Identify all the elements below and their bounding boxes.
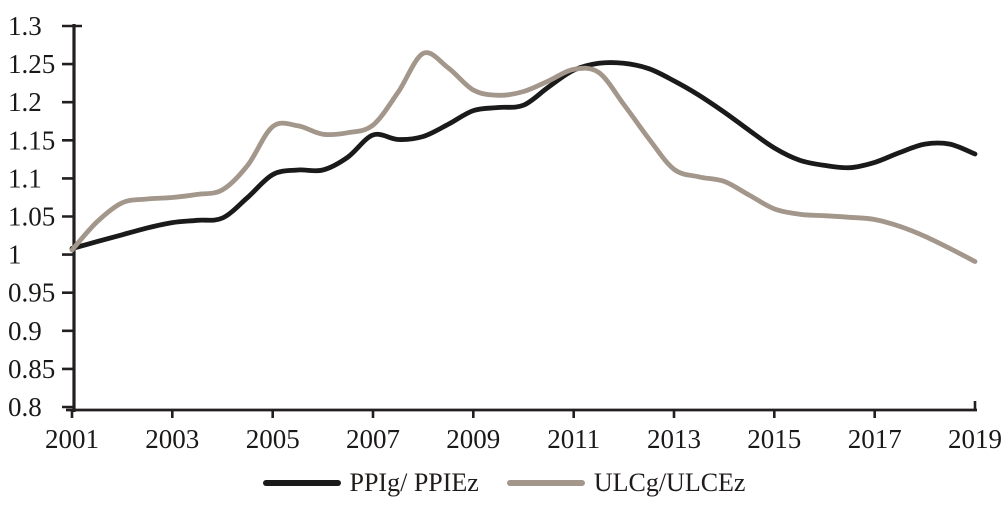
- x-tick-label: 2005: [246, 424, 300, 454]
- y-tick-label: 1.15: [8, 125, 55, 155]
- legend-item-ppi: PPIg/ PPIEz: [262, 468, 479, 497]
- x-tick-label: 2001: [45, 424, 99, 454]
- x-tick-label: 2007: [346, 424, 400, 454]
- series-line-ppi: [69, 60, 978, 251]
- y-axis: 1.3 1.25 1.2 1.15 1.1 1.05 1 0.95 0.9 0.85 0.8: [8, 11, 82, 422]
- y-tick-label: 1.3: [8, 11, 42, 41]
- y-tick-label: 1.1: [8, 163, 42, 193]
- legend-swatch-ulc-icon: [506, 480, 585, 486]
- y-tick-label: 1: [8, 240, 22, 270]
- x-axis: 2001 2003 2005 2007 2009 2011 2013 2015 2017 2019: [45, 401, 1002, 454]
- y-tick-label: 1.2: [8, 87, 42, 117]
- x-tick-label: 2015: [747, 424, 801, 454]
- y-tick-label: 0.9: [8, 316, 42, 346]
- x-tick-label: 2013: [647, 424, 701, 454]
- x-tick-label: 2009: [446, 424, 500, 454]
- x-tick-label: 2011: [547, 424, 600, 454]
- y-tick-label: 0.85: [8, 354, 55, 384]
- chart-legend: PPIg/ PPIEz ULCg/ULCEz: [0, 470, 1008, 496]
- line-chart: 1.3 1.25 1.2 1.15 1.1 1.05 1 0.95 0.9 0.85 0.82001…: [8, 11, 1002, 454]
- legend-label-ulc: ULCg/ULCEz: [593, 468, 746, 497]
- y-tick-label: 0.95: [8, 278, 55, 308]
- y-tick-label: 1.25: [8, 49, 55, 79]
- legend-label-ppi: PPIg/ PPIEz: [349, 468, 479, 497]
- x-tick-label: 2019: [948, 424, 1002, 454]
- legend-swatch-ppi-icon: [262, 480, 341, 486]
- series-line-ulc: [69, 50, 978, 264]
- x-tick-label: 2003: [145, 424, 199, 454]
- y-tick-label: 1.05: [8, 202, 55, 232]
- legend-item-ulc: ULCg/ULCEz: [506, 468, 746, 497]
- y-tick-label: 0.8: [8, 392, 42, 422]
- x-tick-label: 2017: [848, 424, 902, 454]
